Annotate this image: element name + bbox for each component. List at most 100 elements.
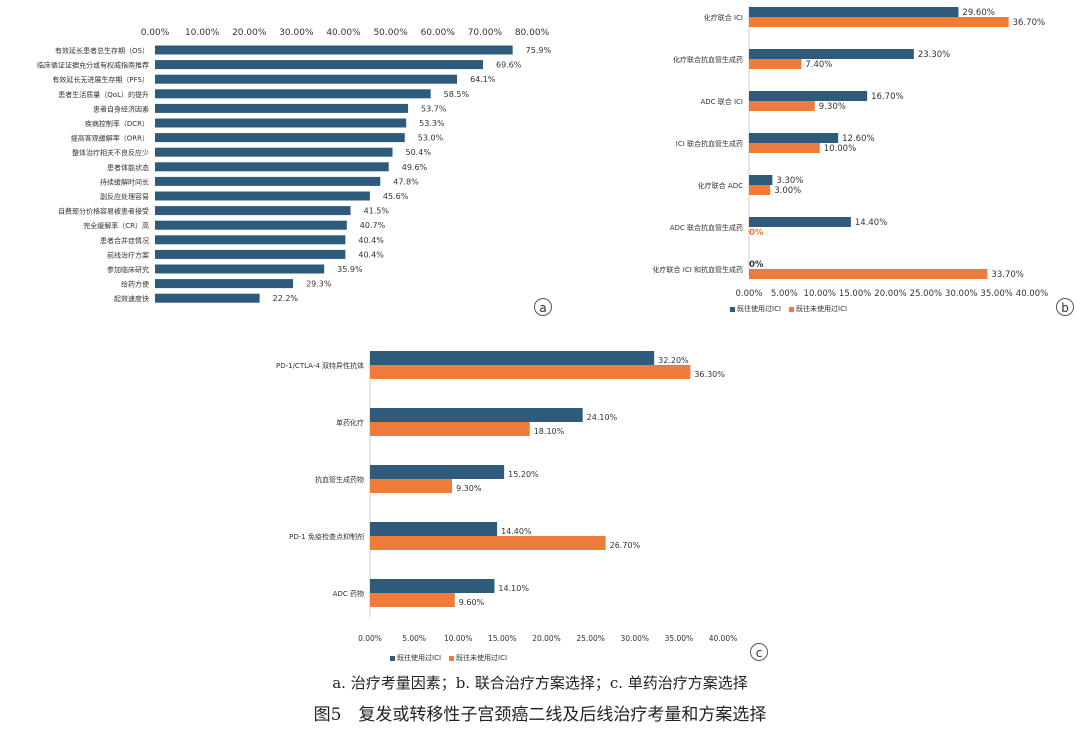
data-label: 47.8% [393,177,419,186]
data-label: 53.3% [419,119,445,128]
legend-item-not-used-ici: 既往未使用过ICI [789,304,847,314]
legend-item-used-ici: 既往使用过ICI [390,653,441,663]
bar [370,536,606,550]
bar [370,465,505,479]
chart-panel-a: 0.00% 10.00% 20.00% 30.00% 40.00% 50.00% 60.00… [0,0,560,322]
data-label: 36.30% [694,370,725,379]
category-label: 疾病控制率（DCR） [85,119,149,128]
legend-swatch-used-ici [730,306,735,312]
bar [749,59,802,69]
data-label: 3.30% [776,176,803,186]
category-label: 患者生活质量（QoL）的提升 [58,90,149,99]
bar [370,579,495,593]
x-tick-label: 15.00% [839,289,871,299]
data-label: 45.6% [383,192,409,201]
data-label: 58.5% [444,90,470,99]
x-tick-label: 30.00% [620,634,649,643]
data-label: 24.10% [587,413,618,422]
bar-chart-treatment-factors: 0.00% 10.00% 20.00% 30.00% 40.00% 50.00% 60.00… [37,28,552,303]
data-label: 50.4% [406,148,432,157]
legend-swatch-not-used-ici [449,655,455,661]
category-label: 化疗联合 ICI 和抗血管生成药 [653,265,743,274]
x-tick-label: 10.00% [444,634,473,643]
data-label: 32.20% [658,356,689,365]
bar [370,422,530,436]
chart-panel-b: 0.00% 5.00% 10.00% 15.00% 20.00% 25.00% 30.00%… [600,0,1080,322]
data-label: 29.60% [962,8,994,18]
bar [155,45,513,55]
bar [155,191,370,201]
category-label: 副反应处理容易 [100,192,149,201]
category-label: PD-1/CTLA-4 双特异性抗体 [276,361,364,370]
x-tick-label: 40.00% [326,28,361,38]
bar [155,147,393,157]
category-label: 参加临床研究 [107,265,149,274]
x-tick-label: 20.00% [232,28,267,38]
data-label: 35.9% [337,265,363,274]
data-label: 3.00% [774,186,801,196]
legend-c: 既往使用过ICI 既往未使用过ICI [390,653,507,663]
bar [749,185,771,195]
data-label: 9.30% [819,102,846,112]
chart-panel-c: 0.00% 5.00% 10.00% 15.00% 20.00% 25.00% 30.00%… [240,345,780,663]
x-tick-label: 40.00% [709,634,738,643]
bar [370,365,691,379]
category-label: 给药方便 [121,280,149,289]
category-label: 有效延长患者总生存期（OS） [55,46,149,55]
data-label: 0% [749,260,764,270]
bar [155,118,407,128]
bar [749,7,959,17]
bar [749,217,851,227]
category-label: 持续缓解时间长 [100,177,149,186]
x-tick-label: 35.00% [665,634,694,643]
bar [370,351,655,365]
x-tick-label: 20.00% [874,289,906,299]
x-tick-label: 50.00% [373,28,408,38]
bar [155,133,405,143]
bar [749,49,914,59]
x-tick-label: 10.00% [804,289,836,299]
legend-b: 既往使用过ICI 既往未使用过ICI [730,304,847,314]
x-tick-label: 30.00% [945,289,977,299]
category-label: 抗血管生成药物 [315,475,364,484]
data-label: 12.60% [842,134,874,144]
bar [155,103,409,113]
bar [155,249,346,259]
category-label: 前线治疗方案 [107,250,149,259]
data-label: 53.0% [418,134,444,143]
bar [155,60,483,70]
x-tick-label: 60.00% [421,28,456,38]
category-label: 完全缓解率（CR）高 [83,221,149,230]
data-label: 64.1% [470,75,496,84]
data-label: 0% [749,228,764,238]
category-label: ICI 联合抗血管生成药 [676,139,743,148]
bar [370,593,455,607]
data-label: 7.40% [805,60,832,70]
data-label: 22.2% [273,294,299,303]
data-label: 18.10% [534,427,565,436]
bar [749,17,1009,27]
x-tick-label: 25.00% [576,634,605,643]
category-label: ADC 联合 ICI [700,97,743,106]
x-tick-label: 80.00% [515,28,550,38]
panel-letter-c: c [750,643,768,661]
category-label: 有效延长无进展生存期（PFS） [52,75,149,84]
x-tick-label: 5.00% [402,634,426,643]
category-label: PD-1 免疫检查点抑制剂 [289,532,364,541]
data-label: 29.3% [306,280,332,289]
bar [749,269,988,279]
data-label: 41.5% [364,207,390,216]
x-tick-label: 15.00% [488,634,517,643]
figure-title: 图5 复发或转移性子宫颈癌二线及后线治疗考量和方案选择 [313,705,767,725]
category-label: 临床循证证据充分或有权威指南推荐 [37,61,149,70]
bar [749,143,820,153]
panel-letter-b: b [1056,298,1074,316]
x-tick-label: 35.00% [980,289,1012,299]
bar [155,89,431,99]
bar [155,74,458,84]
category-label: 整体治疗相关不良反应少 [72,148,149,157]
data-label: 75.9% [526,46,552,55]
data-label: 16.70% [871,92,903,102]
bar [370,479,453,493]
data-label: 40.4% [358,250,384,259]
